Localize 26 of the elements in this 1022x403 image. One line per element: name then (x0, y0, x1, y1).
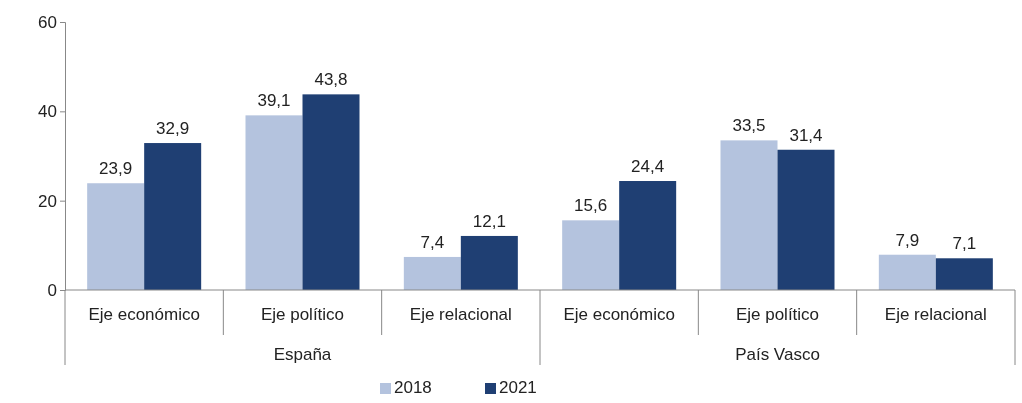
text: País Vasco (735, 345, 820, 364)
data-label: 23,9 (99, 159, 133, 179)
x-tick-label: Eje relacional (409, 305, 512, 324)
x-tick-label: Eje político (260, 305, 345, 324)
y-tick-label: 20 (38, 191, 57, 211)
data-label: 7,9 (895, 230, 920, 250)
x-tick-label: Eje relacional (884, 305, 987, 324)
legend-label: 2021 (499, 378, 537, 397)
data-label: 7,1 (952, 234, 977, 254)
data-label: 39,1 (257, 91, 291, 111)
legend-label: 2018 (394, 378, 432, 397)
data-label: 43,8 (314, 70, 348, 90)
y-tick-label: 60 (38, 12, 57, 32)
data-label: 15,6 (574, 196, 608, 216)
text: España (273, 345, 332, 364)
data-label: 7,4 (420, 232, 445, 252)
data-label: 24,4 (631, 157, 665, 177)
x-tick-label: Eje político (735, 305, 820, 324)
data-label: 32,9 (156, 119, 190, 139)
data-label: 31,4 (789, 125, 823, 145)
y-tick-label: 40 (38, 102, 57, 122)
data-label: 33,5 (732, 116, 766, 136)
x-tick-label: Eje económico (563, 305, 675, 324)
x-tick-label: Eje económico (88, 305, 200, 324)
y-tick-label: 0 (47, 280, 57, 300)
data-label: 12,1 (472, 211, 506, 231)
